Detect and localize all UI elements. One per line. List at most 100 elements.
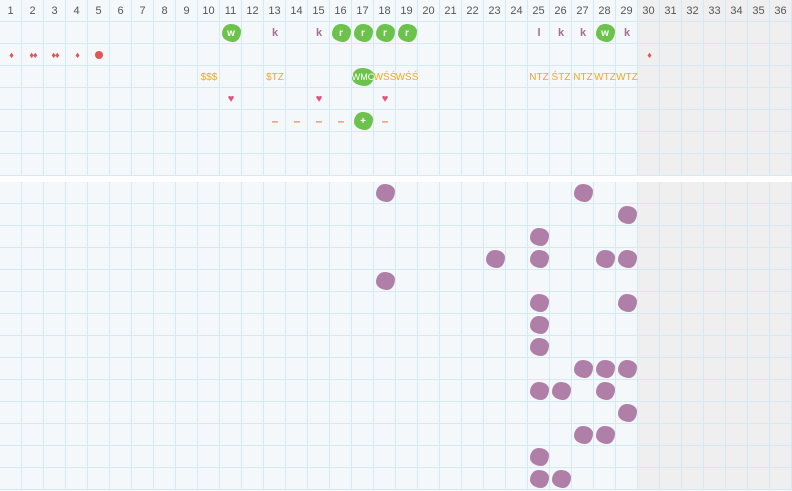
day-cell[interactable] <box>528 358 550 380</box>
day-cell[interactable] <box>286 446 308 468</box>
day-cell[interactable] <box>528 226 550 248</box>
day-cell[interactable] <box>374 424 396 446</box>
marker-drop[interactable]: ♦ <box>638 44 660 66</box>
day-cell[interactable] <box>572 248 594 270</box>
day-cell[interactable] <box>660 88 682 110</box>
day-cell[interactable] <box>726 380 748 402</box>
day-cell[interactable] <box>440 336 462 358</box>
day-cell[interactable] <box>220 182 242 204</box>
day-cell[interactable] <box>286 226 308 248</box>
day-cell[interactable] <box>616 424 638 446</box>
day-cell[interactable] <box>132 446 154 468</box>
day-cell[interactable] <box>88 424 110 446</box>
day-cell[interactable] <box>594 132 616 154</box>
day-cell[interactable] <box>550 314 572 336</box>
day-cell[interactable] <box>396 204 418 226</box>
day-cell[interactable] <box>22 182 44 204</box>
day-cell[interactable] <box>704 44 726 66</box>
day-cell[interactable] <box>330 402 352 424</box>
marker-letter[interactable]: k <box>308 22 330 44</box>
marker-purple[interactable] <box>594 424 616 446</box>
day-cell[interactable] <box>22 44 44 66</box>
marker-dash[interactable]: – <box>286 110 308 132</box>
day-cell[interactable] <box>770 204 792 226</box>
day-cell[interactable] <box>484 204 506 226</box>
day-cell[interactable] <box>88 248 110 270</box>
day-cell[interactable] <box>418 154 440 176</box>
day-cell[interactable] <box>352 336 374 358</box>
day-cell[interactable] <box>506 88 528 110</box>
day-cell[interactable] <box>374 270 396 292</box>
day-cell[interactable] <box>704 154 726 176</box>
day-cell[interactable] <box>154 270 176 292</box>
day-cell[interactable] <box>726 336 748 358</box>
day-cell[interactable] <box>242 22 264 44</box>
day-cell[interactable] <box>418 446 440 468</box>
day-cell[interactable] <box>220 226 242 248</box>
day-cell[interactable] <box>308 154 330 176</box>
day-cell[interactable] <box>506 154 528 176</box>
day-cell[interactable] <box>572 44 594 66</box>
day-cell[interactable] <box>176 314 198 336</box>
day-cell[interactable] <box>308 270 330 292</box>
day-cell[interactable] <box>374 110 396 132</box>
day-cell[interactable] <box>682 292 704 314</box>
day-cell[interactable] <box>462 132 484 154</box>
marker-txt[interactable]: $$$ <box>198 66 220 88</box>
day-cell[interactable] <box>638 380 660 402</box>
day-cell[interactable] <box>352 44 374 66</box>
day-cell[interactable] <box>88 358 110 380</box>
day-cell[interactable] <box>682 132 704 154</box>
day-cell[interactable] <box>308 22 330 44</box>
day-cell[interactable] <box>616 182 638 204</box>
day-cell[interactable] <box>264 292 286 314</box>
marker-green[interactable]: r <box>396 22 418 44</box>
day-cell[interactable] <box>572 336 594 358</box>
day-cell[interactable] <box>572 358 594 380</box>
day-cell[interactable] <box>704 446 726 468</box>
day-cell[interactable] <box>418 248 440 270</box>
day-cell[interactable] <box>198 336 220 358</box>
day-cell[interactable] <box>462 270 484 292</box>
day-cell[interactable] <box>704 226 726 248</box>
day-cell[interactable] <box>374 182 396 204</box>
day-cell[interactable] <box>264 204 286 226</box>
day-cell[interactable] <box>572 380 594 402</box>
day-cell[interactable] <box>748 132 770 154</box>
day-cell[interactable] <box>242 424 264 446</box>
day-cell[interactable] <box>132 248 154 270</box>
day-cell[interactable] <box>726 468 748 490</box>
day-cell[interactable] <box>176 248 198 270</box>
marker-purple[interactable] <box>528 468 550 490</box>
day-cell[interactable] <box>66 358 88 380</box>
day-cell[interactable] <box>286 248 308 270</box>
day-cell[interactable] <box>66 424 88 446</box>
day-cell[interactable] <box>572 226 594 248</box>
marker-purple[interactable] <box>616 402 638 424</box>
day-cell[interactable] <box>198 424 220 446</box>
day-cell[interactable] <box>88 88 110 110</box>
day-cell[interactable] <box>198 468 220 490</box>
day-cell[interactable] <box>308 292 330 314</box>
day-cell[interactable] <box>110 292 132 314</box>
day-cell[interactable] <box>638 182 660 204</box>
day-cell[interactable] <box>198 358 220 380</box>
day-cell[interactable] <box>242 446 264 468</box>
day-cell[interactable] <box>352 154 374 176</box>
day-cell[interactable] <box>330 380 352 402</box>
day-cell[interactable] <box>0 154 22 176</box>
day-cell[interactable] <box>44 132 66 154</box>
day-cell[interactable] <box>88 182 110 204</box>
day-cell[interactable] <box>506 226 528 248</box>
day-cell[interactable] <box>22 154 44 176</box>
day-cell[interactable] <box>770 66 792 88</box>
day-cell[interactable] <box>44 44 66 66</box>
day-cell[interactable] <box>110 446 132 468</box>
day-cell[interactable] <box>638 154 660 176</box>
day-cell[interactable] <box>396 270 418 292</box>
marker-purple[interactable] <box>572 424 594 446</box>
day-cell[interactable] <box>616 204 638 226</box>
day-cell[interactable] <box>110 226 132 248</box>
day-cell[interactable] <box>594 358 616 380</box>
day-cell[interactable] <box>264 402 286 424</box>
